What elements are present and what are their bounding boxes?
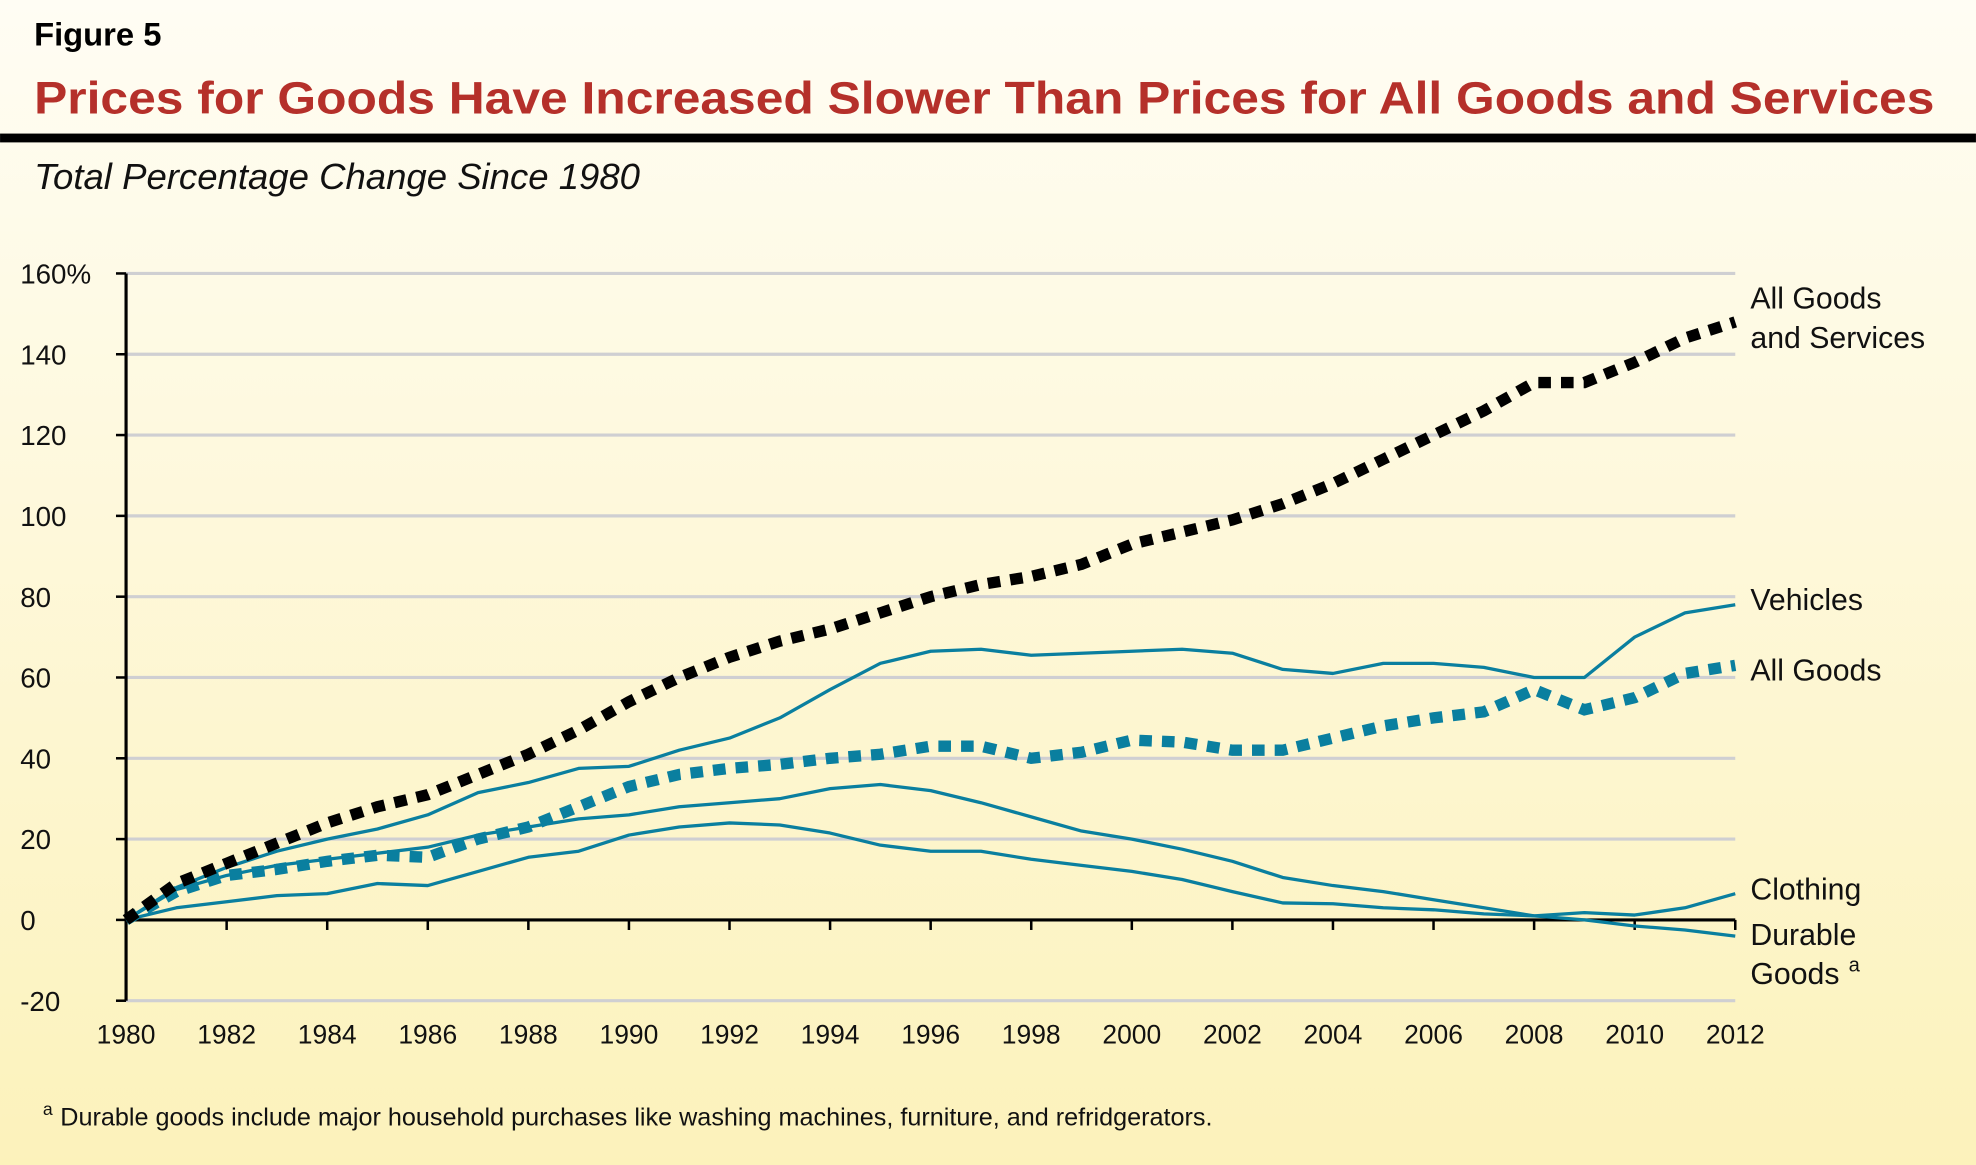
series-line-all-goods xyxy=(123,659,1737,925)
title-rule xyxy=(0,133,1976,143)
y-tick-label: 40 xyxy=(20,743,51,774)
y-tick-label: 100 xyxy=(20,501,66,532)
x-tick-label: 1980 xyxy=(97,1019,156,1049)
y-tick-label: 120 xyxy=(20,420,66,451)
figure-label: Figure 5 xyxy=(34,15,161,52)
chart-title: Prices for Goods Have Increased Slower T… xyxy=(34,72,1934,123)
y-tick-label: 160% xyxy=(20,259,91,290)
series-label: All Goods xyxy=(1750,283,1881,316)
x-tick-label: 1982 xyxy=(197,1019,256,1049)
footnote: a Durable goods include major household p… xyxy=(43,1099,1213,1131)
x-tick-label: 1986 xyxy=(398,1019,457,1049)
x-tick-label: 2004 xyxy=(1304,1019,1363,1049)
series-label: Clothing xyxy=(1750,874,1861,907)
series-line-vehicles xyxy=(125,603,1736,922)
series-lines xyxy=(122,316,1737,938)
series-label: Goods xyxy=(1750,958,1839,991)
x-tick-label: 1984 xyxy=(298,1019,357,1049)
x-tick-label: 1994 xyxy=(801,1019,860,1049)
footnote-marker: a xyxy=(43,1099,53,1119)
series-line-all-goods-and-services xyxy=(122,316,1737,925)
x-tick-label: 2008 xyxy=(1505,1019,1564,1049)
x-tick-label: 1996 xyxy=(901,1019,960,1049)
series-labels: All Goods and Services Vehicles All Goods Cl… xyxy=(1750,283,1925,991)
x-tick-label: 1998 xyxy=(1002,1019,1061,1049)
series-label: and Services xyxy=(1750,322,1925,355)
x-tick-label: 2012 xyxy=(1706,1019,1765,1049)
x-tick-label: 1990 xyxy=(600,1019,659,1049)
gridlines xyxy=(126,271,1736,1003)
chart-subtitle: Total Percentage Change Since 1980 xyxy=(34,156,641,197)
series-label: Vehicles xyxy=(1750,584,1863,617)
series-label-superscript: a xyxy=(1849,955,1861,977)
y-tick-label: 140 xyxy=(20,339,66,370)
y-tick-label: 60 xyxy=(20,663,51,694)
series-label: All Goods xyxy=(1750,654,1881,687)
x-tick-label: 2000 xyxy=(1102,1019,1161,1049)
x-tick-label: 2002 xyxy=(1203,1019,1262,1049)
x-tick-label: 1992 xyxy=(700,1019,759,1049)
tick-labels: 160% 140 120 100 80 60 40 20 0 -20 1980 1982 1984 198… xyxy=(20,259,1764,1050)
series-label: Durable xyxy=(1750,919,1856,952)
y-tick-label: 20 xyxy=(20,824,51,855)
y-tick-label: 80 xyxy=(20,582,51,613)
y-tick-label: 0 xyxy=(20,905,35,936)
axes xyxy=(115,272,1737,1002)
x-tick-label: 2006 xyxy=(1404,1019,1463,1049)
x-tick-label: 2010 xyxy=(1605,1019,1664,1049)
y-tick-label: -20 xyxy=(20,986,60,1017)
x-tick-label: 1988 xyxy=(499,1019,558,1049)
footnote-text: Durable goods include major household pu… xyxy=(60,1103,1212,1131)
series-line-clothing xyxy=(125,821,1736,922)
